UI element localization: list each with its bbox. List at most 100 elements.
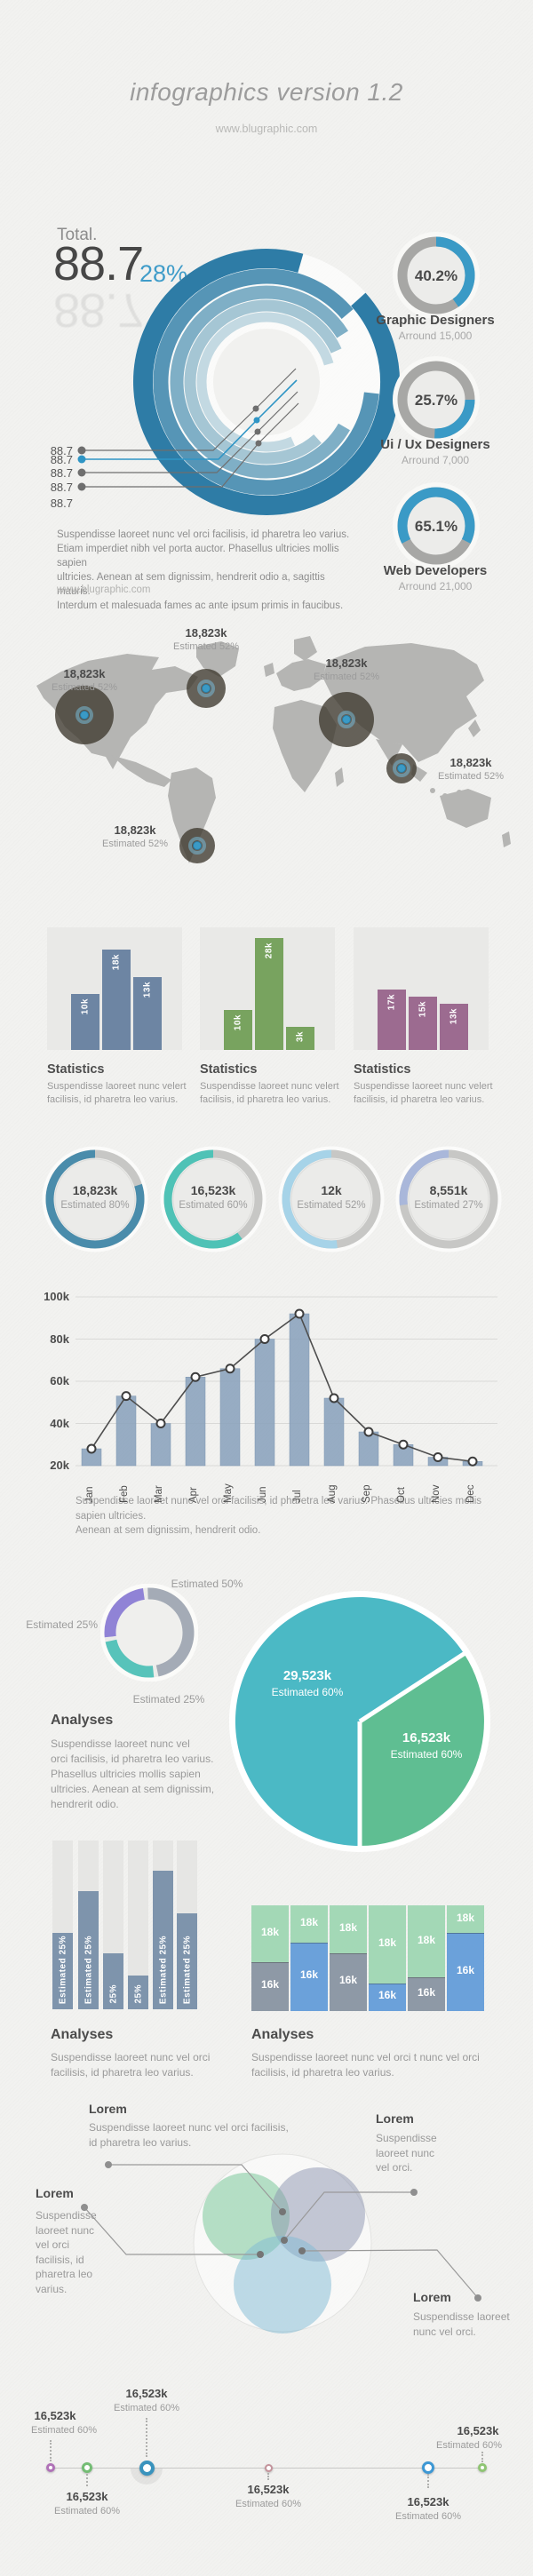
map-bubble-dot bbox=[342, 715, 351, 724]
pie-slice-estimated: Estimated 60% bbox=[271, 1686, 344, 1698]
statistics-caption: Suspendisse laoreet nunc velert facilisi… bbox=[200, 1081, 339, 1105]
continent-greenland bbox=[196, 641, 239, 677]
gauge-glow bbox=[160, 1146, 266, 1252]
ring-anchor-dot bbox=[254, 428, 261, 435]
timeline-node bbox=[139, 2460, 155, 2476]
legend-value: 88.7 bbox=[50, 453, 73, 466]
analysis-bar-track: Estimated 25% bbox=[78, 1841, 99, 2009]
monthly-bar bbox=[323, 1397, 345, 1467]
analyses-title: Analyses bbox=[51, 1713, 114, 1728]
profession-around: Arround 7,000 bbox=[401, 454, 470, 466]
legend-value: 88.7 bbox=[50, 497, 73, 510]
map-bubble-value: 18,823k bbox=[185, 626, 227, 640]
monthly-bar bbox=[358, 1431, 379, 1467]
x-axis-month: Aug bbox=[327, 1484, 338, 1503]
mosaic-bottom-label: 16k bbox=[378, 1989, 397, 2001]
ring-anchor-dot bbox=[252, 405, 259, 412]
mosaic-bottom-label: 16k bbox=[260, 1978, 280, 1991]
profession-around: Arround 15,000 bbox=[398, 330, 473, 342]
profession-donut bbox=[393, 356, 480, 443]
mosaic-top-segment bbox=[251, 1905, 289, 1962]
timeline-value: 16,523k bbox=[457, 2424, 499, 2437]
callout-leader-line bbox=[301, 2249, 479, 2299]
x-axis-month: Jun bbox=[258, 1486, 268, 1503]
ring-anchor-dot bbox=[253, 417, 260, 424]
continent-madagascar bbox=[335, 767, 344, 787]
map-bubble-halo bbox=[197, 680, 215, 697]
callout-leader-line bbox=[84, 2206, 260, 2255]
x-axis-month: Dec bbox=[465, 1484, 476, 1503]
pie-divider bbox=[358, 1649, 469, 1724]
callout-leader-line bbox=[283, 2191, 414, 2241]
statistics-bar: 10k bbox=[224, 1010, 252, 1050]
gauge-inner-edge bbox=[172, 1158, 254, 1240]
y-axis-tick: 40k bbox=[50, 1416, 69, 1430]
legend-value: 88.7 bbox=[50, 466, 73, 480]
venn-callout-title: Lorem bbox=[376, 2111, 414, 2126]
timeline-connector bbox=[86, 2474, 88, 2486]
callout-anchor-dot bbox=[257, 2251, 264, 2258]
mosaic-top-label: 18k bbox=[338, 1921, 358, 1934]
map-bubble-value: 18,823k bbox=[63, 667, 106, 680]
continents bbox=[36, 636, 511, 863]
statistics-bar-label: 28k bbox=[264, 942, 274, 959]
x-axis-month: Oct bbox=[396, 1487, 407, 1503]
timeline-node bbox=[46, 2463, 55, 2472]
total-rings-chart bbox=[77, 249, 400, 515]
map-bubble-dot bbox=[397, 764, 406, 773]
callout-anchor-dot bbox=[281, 2237, 288, 2244]
mosaic-bottom-segment bbox=[447, 1933, 484, 2011]
x-axis-month: May bbox=[223, 1483, 234, 1503]
mosaic-bottom-segment bbox=[290, 1943, 328, 2011]
venn-callout-text: Suspendisse laoreet nunc vel orci facili… bbox=[89, 2121, 289, 2149]
profession-percent: 65.1% bbox=[414, 518, 458, 535]
map-bubble-estimated: Estimated 52% bbox=[102, 839, 168, 849]
mosaic-bottom-label: 16k bbox=[417, 1985, 436, 1999]
venn-diagram bbox=[81, 2153, 481, 2334]
mosaic-column: 18k 16k bbox=[369, 1905, 406, 2011]
map-bubble-dot bbox=[202, 684, 211, 693]
mosaic-bottom-segment bbox=[408, 1977, 445, 2011]
mosaic-top-label: 18k bbox=[260, 1926, 280, 1938]
pie-slice-value: 29,523k bbox=[282, 1668, 332, 1683]
venn-circle-blue bbox=[234, 2236, 331, 2334]
trend-marker bbox=[121, 1391, 131, 1402]
map-bubble-dot bbox=[193, 841, 202, 850]
callout-anchor-dot bbox=[279, 2208, 286, 2215]
callout-leader-line bbox=[108, 2164, 283, 2213]
mosaic-top-label: 18k bbox=[456, 1911, 475, 1924]
venn-callout-title: Lorem bbox=[89, 2102, 127, 2116]
map-bubble-estimated: Estimated 52% bbox=[52, 682, 117, 693]
continent-south-america bbox=[168, 767, 216, 863]
legend-leader-line bbox=[82, 402, 299, 488]
monthly-caption: Suspendisse laoreet nunc vel orci facili… bbox=[76, 1496, 482, 1536]
map-bubble-halo bbox=[188, 837, 206, 855]
gauge-value: 18,823k bbox=[72, 1183, 118, 1197]
timeline-estimated: Estimated 60% bbox=[436, 2440, 502, 2451]
analysis-bar-label: Estimated 25% bbox=[182, 1935, 192, 2004]
mosaic-column: 18k 16k bbox=[330, 1905, 367, 2011]
continent-australia bbox=[440, 789, 491, 828]
gauge-value-arc bbox=[45, 1149, 145, 1249]
statistics-title: Statistics bbox=[47, 1062, 105, 1077]
timeline-value: 16,523k bbox=[247, 2483, 290, 2496]
analysis-bar-label: 25% bbox=[108, 1984, 118, 2004]
x-axis-month: Sep bbox=[362, 1484, 372, 1503]
statistics-bar: 10k bbox=[71, 994, 99, 1050]
statistics-panel: 10k 28k 3k bbox=[200, 927, 335, 1050]
monthly-bar bbox=[185, 1377, 206, 1467]
timeline-connector bbox=[481, 2452, 483, 2462]
analyses-caption: Suspendisse laoreet nunc vel orci facili… bbox=[51, 1737, 215, 1810]
page-title: infographics version 1.2 bbox=[130, 78, 403, 106]
legend-dot bbox=[77, 468, 86, 477]
statistics-bar: 13k bbox=[133, 977, 162, 1050]
mosaic-top-label: 18k bbox=[378, 1936, 397, 1949]
trend-marker bbox=[155, 1419, 166, 1428]
mosaic-column: 18k 16k bbox=[447, 1905, 484, 2011]
mosaic-bottom-segment bbox=[251, 1962, 289, 2011]
statistics-bar-label: 13k bbox=[142, 982, 153, 998]
timeline-connector bbox=[50, 2440, 52, 2461]
donut-segment bbox=[105, 1639, 155, 1678]
mosaic-top-segment bbox=[330, 1905, 367, 1953]
mosaic-bottom-label: 16k bbox=[299, 1968, 319, 1981]
